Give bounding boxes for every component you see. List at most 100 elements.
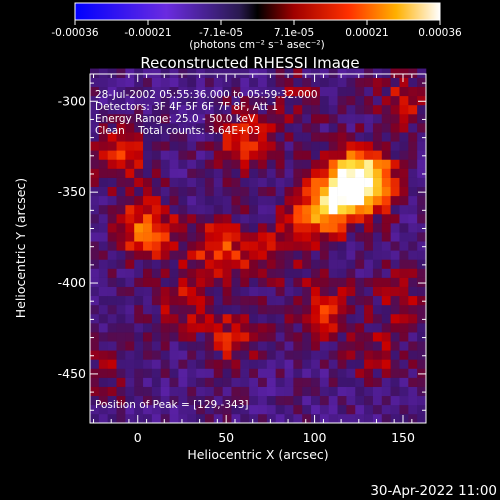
heatmap-cell [355,195,365,206]
heatmap-cell [160,413,170,424]
heatmap-cell [222,132,232,142]
heatmap-cell [293,241,303,251]
heatmap-cell [364,77,374,88]
heatmap-cell [355,86,365,97]
heatmap-cell [337,195,347,206]
heatmap-cell [355,286,365,297]
heatmap-cell [328,250,338,260]
heatmap-cell [408,213,418,224]
heatmap-cell [293,159,303,169]
heatmap-cell [381,368,391,378]
heatmap-cell [408,104,418,115]
heatmap-cell [399,77,409,88]
heatmap-cell [196,277,206,287]
heatmap-cell [178,259,188,269]
heatmap-cell [204,159,215,169]
heatmap-cell [204,386,215,397]
heatmap-cell [134,232,144,242]
heatmap-cell [293,304,303,315]
heatmap-cell [293,113,303,124]
heatmap-cell [399,413,409,424]
heatmap-cell [204,404,215,415]
heatmap-cell [346,359,356,369]
heatmap-cell [364,277,374,287]
colorbar-tick-label: 7.1e-05 [274,27,314,39]
heatmap-cell [381,259,391,269]
heatmap-cell [319,350,330,360]
heatmap-cell [249,359,259,369]
heatmap-cell [116,386,126,397]
heatmap-cell [107,332,117,342]
heatmap-cell [408,123,418,133]
heatmap-cell [178,250,188,260]
heatmap-cell [134,250,144,260]
heatmap-cell [125,259,135,269]
heatmap-cell [302,259,312,269]
heatmap-cell [311,359,321,369]
heatmap-cell [311,241,321,251]
heatmap-cell [125,250,135,260]
heatmap-cell [196,95,206,106]
heatmap-cell [169,395,179,406]
heatmap-cell [98,350,108,360]
heatmap-cell [390,150,400,160]
heatmap-cell [90,177,100,187]
heatmap-cell [390,250,400,260]
heatmap-cell [275,341,285,351]
heatmap-cell [293,177,303,187]
heatmap-cell [151,168,162,178]
heatmap-cell [125,195,135,206]
heatmap-cell [372,295,383,306]
heatmap-cell [399,304,409,315]
heatmap-cell [417,332,427,342]
heatmap-cell [328,113,338,124]
heatmap-cell [311,286,321,297]
heatmap-cell [381,359,391,369]
heatmap-cell [196,286,206,297]
heatmap-cell [266,259,276,269]
heatmap-cell [364,359,374,369]
heatmap-cell [275,404,285,415]
heatmap-cell [125,377,135,387]
heatmap-cell [284,232,294,242]
heatmap-cell [337,313,347,324]
heatmap-cell [134,350,144,360]
heatmap-cell [204,341,215,351]
heatmap-cell [249,104,259,115]
heatmap-cell [284,204,294,215]
heatmap-cell [284,368,294,378]
heatmap-cell [258,213,268,224]
heatmap-cell [417,186,427,197]
heatmap-cell [417,359,427,369]
heatmap-cell [381,132,391,142]
heatmap-cell [169,368,179,378]
heatmap-cell [399,195,409,206]
heatmap-cell [355,213,365,224]
heatmap-cell [381,377,391,387]
colorbar-unit-label: (photons cm⁻² s⁻¹ asec⁻²) [189,39,324,51]
heatmap-cell [302,168,312,178]
heatmap-cell [249,204,259,215]
heatmap-cell [328,150,338,160]
heatmap-cell [328,195,338,206]
heatmap-cell [90,77,100,88]
heatmap-cell [143,377,153,387]
chart-title: Reconstructed RHESSI Image [140,54,359,72]
heatmap-cell [213,132,223,142]
heatmap-cell [151,259,162,269]
heatmap-cell [399,95,409,106]
heatmap-cell [116,313,126,324]
heatmap-cell [231,404,241,415]
heatmap-cell [302,232,312,242]
heatmap-cell [134,377,144,387]
heatmap-cell [213,377,223,387]
heatmap-cell [125,232,135,242]
heatmap-cell [408,186,418,197]
colorbar-gradient [75,3,440,20]
heatmap-cell [266,250,276,260]
heatmap-cell [408,259,418,269]
heatmap-cell [355,77,365,88]
heatmap-cell [319,141,330,151]
heatmap-cell [319,277,330,287]
heatmap-cell [346,150,356,160]
